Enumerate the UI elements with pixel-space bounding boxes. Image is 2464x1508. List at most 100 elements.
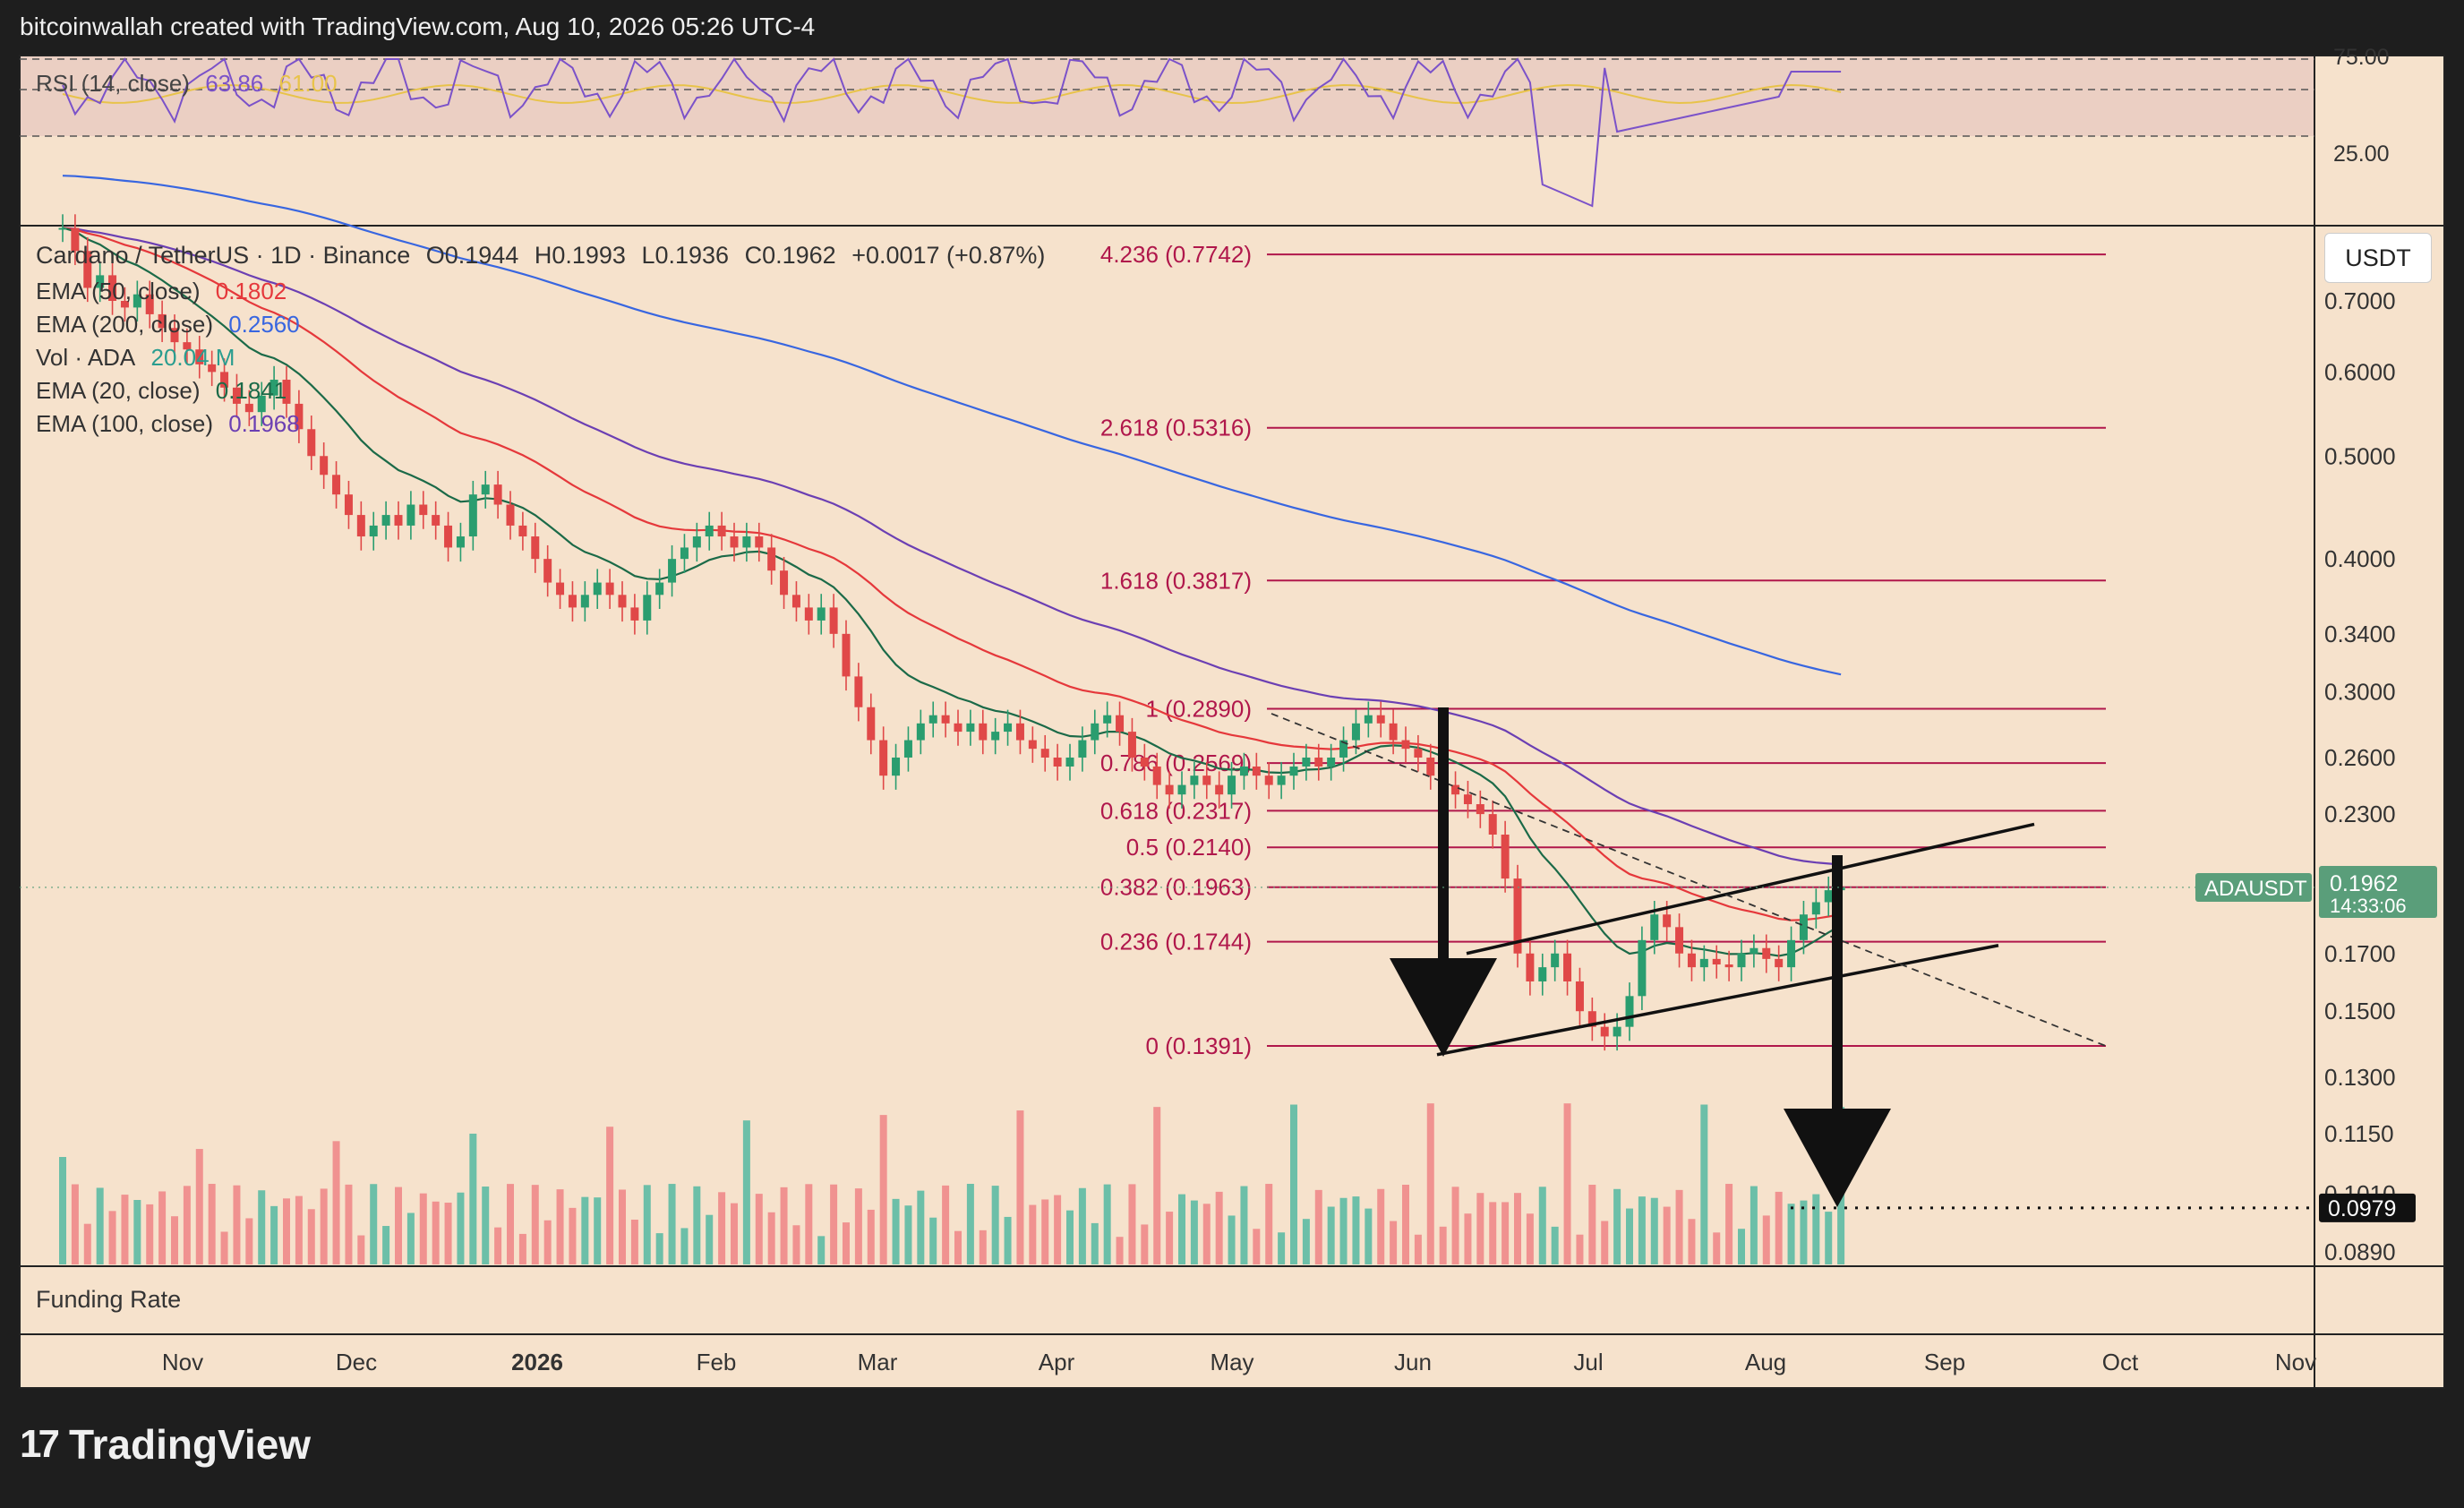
- indicator-legend-item[interactable]: EMA (200, close) 0.2560: [36, 311, 300, 338]
- candle-body: [369, 525, 378, 537]
- candle-body: [468, 494, 477, 537]
- indicator-label: EMA (100, close): [36, 410, 213, 437]
- indicator-legend-item[interactable]: EMA (100, close) 0.1968: [36, 410, 300, 438]
- candle-body: [332, 475, 341, 495]
- volume-bar: [867, 1209, 875, 1264]
- candle-body: [58, 227, 67, 230]
- candle-body: [979, 723, 988, 741]
- volume-bar: [432, 1201, 440, 1264]
- candle-body: [1513, 878, 1522, 954]
- candle-body: [1488, 814, 1497, 835]
- volume-bar: [817, 1236, 826, 1264]
- volume-bar: [1825, 1212, 1833, 1264]
- candle-body: [232, 387, 241, 404]
- candle-body: [1663, 914, 1672, 928]
- candle-body: [1824, 890, 1833, 903]
- candle-body: [643, 595, 652, 621]
- volume-bar: [270, 1205, 278, 1264]
- candle-body: [244, 403, 253, 413]
- indicator-legend-item[interactable]: EMA (50, close) 0.1802: [36, 278, 287, 305]
- candle-body: [580, 595, 589, 608]
- candle-body: [108, 275, 117, 301]
- indicator-label: Vol · ADA: [36, 344, 136, 371]
- candle-body: [1140, 757, 1149, 767]
- volume-bar: [904, 1205, 912, 1264]
- candle-body: [1587, 1011, 1596, 1027]
- volume-bar: [108, 1211, 116, 1264]
- candle-body: [1103, 715, 1112, 724]
- volume-bar: [1153, 1107, 1161, 1264]
- volume-bar: [1700, 1104, 1708, 1264]
- volume-bar: [1787, 1204, 1795, 1264]
- time-axis-tick: Jul: [1573, 1349, 1603, 1375]
- candle-body: [1202, 775, 1211, 785]
- volume-bar: [1538, 1187, 1546, 1264]
- candle-body: [1215, 784, 1224, 795]
- volume-bar: [581, 1196, 589, 1264]
- candle-body: [158, 313, 167, 329]
- volume-bar: [966, 1184, 974, 1264]
- candle-body: [954, 723, 962, 733]
- volume-bar: [755, 1194, 763, 1264]
- volume-bar: [668, 1184, 676, 1264]
- volume-bar: [133, 1200, 141, 1264]
- rsi-line: [62, 57, 1842, 208]
- volume-bar: [1066, 1210, 1074, 1264]
- volume-bar: [507, 1184, 514, 1264]
- candle-body: [1314, 757, 1323, 767]
- candle-body: [1004, 723, 1013, 733]
- candle-body: [1724, 964, 1733, 968]
- volume-bar: [158, 1191, 167, 1264]
- currency-button[interactable]: USDT: [2324, 233, 2432, 283]
- price-axis-tick: 0.2600: [2324, 744, 2396, 771]
- volume-bar: [594, 1197, 602, 1264]
- candle-body: [1091, 723, 1099, 741]
- time-axis-tick: May: [1210, 1349, 1253, 1375]
- candle-body: [1015, 723, 1024, 741]
- candle-body: [1302, 757, 1311, 767]
- candle-body: [755, 536, 764, 548]
- indicator-legend-item[interactable]: EMA (20, close) 0.1841: [36, 377, 287, 405]
- ohlc-change: +0.0017 (+0.87%): [851, 242, 1046, 269]
- time-axis-tick: Nov: [162, 1349, 203, 1375]
- volume-bar: [693, 1186, 701, 1264]
- ohlc-close: C0.1962: [744, 242, 836, 269]
- candle-body: [1699, 958, 1708, 968]
- candle-body: [195, 349, 204, 364]
- time-axis-tick: Aug: [1745, 1349, 1786, 1375]
- volume-bar: [1402, 1185, 1409, 1264]
- candle-body: [668, 559, 677, 583]
- volume-bar: [767, 1212, 775, 1264]
- indicator-legend-item[interactable]: Vol · ADA 20.04 M: [36, 344, 235, 372]
- candle-body: [892, 757, 901, 776]
- candle-body: [1165, 784, 1174, 795]
- target-price-tag: [2319, 1193, 2416, 1222]
- candle-body: [518, 525, 527, 537]
- volume-bar: [1091, 1222, 1099, 1264]
- volume-bar: [171, 1216, 178, 1264]
- rsi-value: 63.86: [205, 70, 264, 97]
- volume-bar: [283, 1198, 290, 1264]
- volume-bar: [742, 1120, 750, 1264]
- candle-body: [692, 536, 701, 548]
- volume-bar: [630, 1220, 638, 1264]
- time-axis-tick: Sep: [1924, 1349, 1965, 1375]
- candle-body: [1252, 766, 1261, 776]
- candle-body: [842, 633, 851, 677]
- price-axis-tick: 0.1300: [2324, 1064, 2396, 1091]
- candle-body: [394, 515, 403, 526]
- volume-bar: [1302, 1219, 1310, 1264]
- candle-body: [1538, 967, 1547, 981]
- candle-body: [767, 547, 776, 571]
- candle-body: [1787, 939, 1796, 968]
- volume-bar: [1688, 1219, 1696, 1264]
- candle-body: [593, 582, 602, 595]
- price-axis-tick: 0.0890: [2324, 1238, 2396, 1265]
- fib-level-label: 0.786 (0.2569): [1100, 750, 1252, 776]
- indicator-value: 0.1802: [209, 278, 287, 304]
- time-axis-tick: Mar: [858, 1349, 898, 1375]
- symbol-name[interactable]: Cardano / TetherUS · 1D · Binance: [36, 242, 411, 269]
- volume-bar: [220, 1231, 228, 1264]
- volume-bar: [59, 1157, 66, 1264]
